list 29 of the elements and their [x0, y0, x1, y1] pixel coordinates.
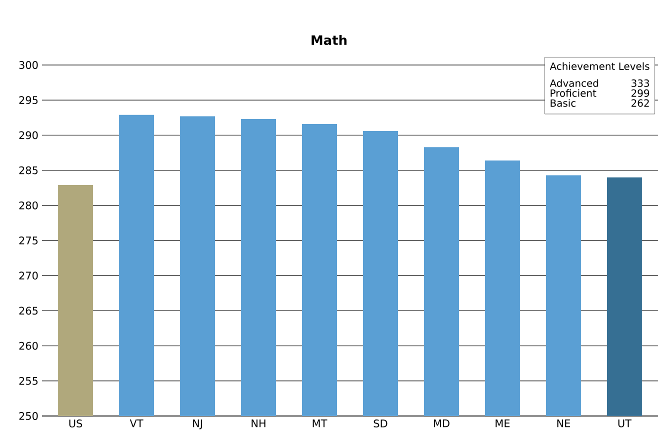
x-tick-label: VT — [130, 420, 144, 428]
y-tick-label: 265 — [19, 306, 38, 315]
x-tick-label: NJ — [193, 420, 202, 430]
y-tick-label: 255 — [19, 376, 38, 385]
y-tick-label: 250 — [19, 412, 38, 420]
annotation: 333 — [632, 79, 650, 87]
y-tick-label: 290 — [19, 131, 38, 140]
x-tick-label: SD — [374, 420, 388, 428]
x-tick-label: MD — [434, 420, 450, 428]
x-tick-label: US — [69, 420, 82, 428]
annotation: Advanced — [550, 79, 598, 87]
y-tick-label: 300 — [19, 61, 38, 69]
x-tick-label: MT — [312, 420, 328, 428]
x-tick-label: NH — [252, 420, 266, 428]
y-tick-label: 260 — [19, 342, 38, 350]
y-tick-label: 280 — [19, 201, 38, 210]
chart-title: Math — [312, 34, 347, 46]
y-tick-label: 285 — [19, 166, 38, 174]
x-tick-label: ME — [496, 420, 510, 428]
y-tick-label: 270 — [19, 272, 38, 280]
annotation: Achievement Levels — [550, 62, 650, 70]
annotation: Basic — [550, 99, 576, 107]
y-tick-label: 275 — [19, 236, 38, 244]
y-tick-label: 295 — [19, 96, 38, 104]
annotation: 299 — [632, 89, 650, 97]
x-tick-label: NE — [557, 420, 570, 428]
annotation: Proficient — [550, 89, 596, 97]
annotation: 262 — [632, 99, 649, 107]
x-tick-label: UT — [618, 420, 632, 428]
